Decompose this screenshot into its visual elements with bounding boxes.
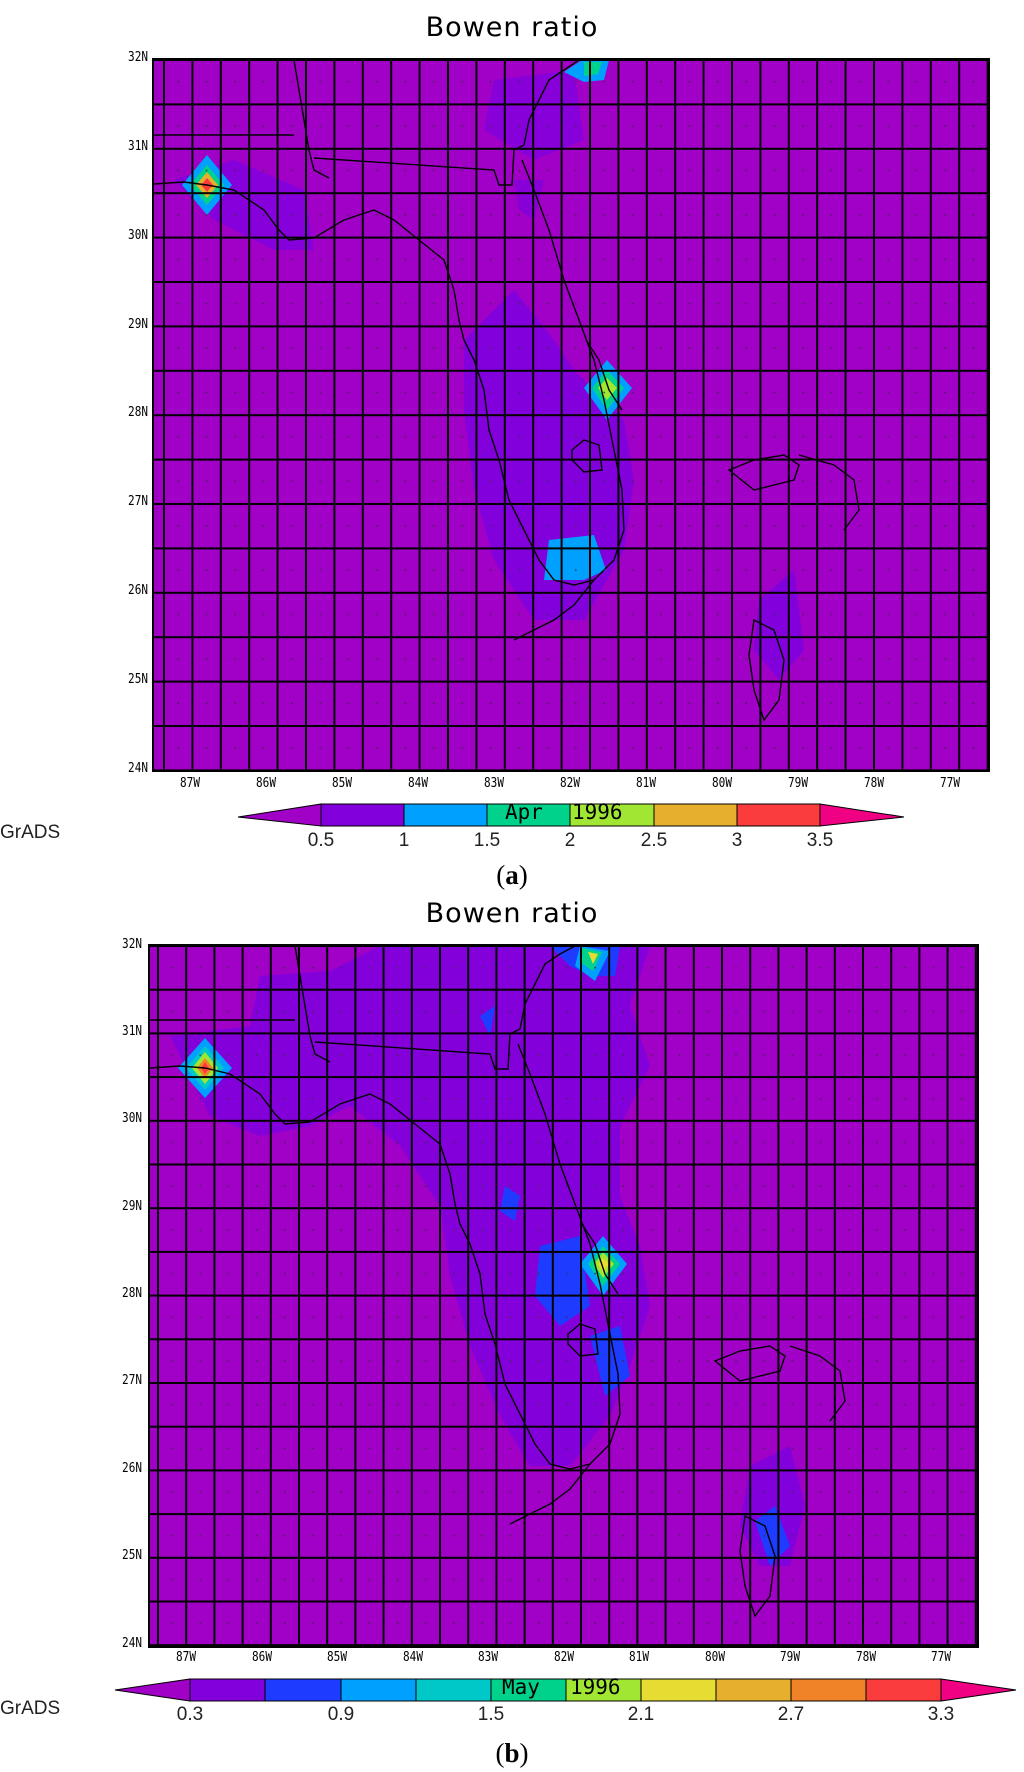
lat-label: 26N	[128, 583, 148, 598]
lat-label: 24N	[128, 761, 148, 776]
lat-label: 27N	[122, 1373, 142, 1388]
colorbar-tick-label: 3.3	[927, 1704, 955, 1725]
lon-label: 83W	[484, 776, 504, 791]
lat-label: 30N	[128, 228, 148, 243]
panel-a-letter: a	[505, 860, 519, 890]
panel-a-period-month: Apr	[505, 800, 543, 824]
lon-label: 86W	[252, 1650, 272, 1665]
colorbar-tick-label: 0.5	[307, 830, 335, 851]
lat-label: 31N	[122, 1024, 142, 1039]
lon-label: 78W	[864, 776, 884, 791]
colorbar-tick-label: 0.9	[327, 1704, 355, 1725]
lon-label: 84W	[408, 776, 428, 791]
lon-label: 78W	[856, 1650, 876, 1665]
panel-b-period-year: 1996	[570, 1675, 621, 1699]
colorbar-tick-label: 2.7	[777, 1704, 805, 1725]
lat-label: 25N	[128, 672, 148, 687]
colorbar-tick-label: 3.5	[806, 830, 834, 851]
lat-label: 32N	[122, 937, 142, 952]
colorbar-tick-label: 3	[731, 830, 743, 851]
lat-label: 26N	[122, 1461, 142, 1476]
colorbar-tick-label: 1.5	[473, 830, 501, 851]
lon-label: 84W	[403, 1650, 423, 1665]
lat-label: 30N	[122, 1111, 142, 1126]
lat-label: 27N	[128, 494, 148, 509]
colorbar-tick-label: 2.5	[640, 830, 668, 851]
lon-label: 81W	[629, 1650, 649, 1665]
lat-label: 29N	[128, 317, 148, 332]
lon-label: 82W	[560, 776, 580, 791]
panel-a-period-year: 1996	[572, 800, 623, 824]
colorbar-tick-label: 2.1	[627, 1704, 655, 1725]
lat-label: 24N	[122, 1636, 142, 1651]
lat-label: 28N	[122, 1286, 142, 1301]
lon-label: 80W	[712, 776, 732, 791]
panel-a: Bowen ratio 32N 31N 30N 29N 28N 27N 26N …	[0, 0, 1024, 890]
panel-b-letter: b	[504, 1738, 520, 1768]
panel-b-title: Bowen ratio	[425, 898, 599, 929]
lat-label: 29N	[122, 1199, 142, 1214]
lat-label: 28N	[128, 405, 148, 420]
panel-b-colorbar	[114, 1678, 1017, 1702]
panel-a-sublabel: (a)	[496, 860, 528, 890]
lon-label: 81W	[636, 776, 656, 791]
panel-a-map	[152, 58, 990, 772]
lon-label: 79W	[780, 1650, 800, 1665]
lon-label: 87W	[176, 1650, 196, 1665]
lat-label: 25N	[122, 1548, 142, 1563]
lon-label: 86W	[256, 776, 276, 791]
panel-b-map	[148, 944, 979, 1648]
panel-b-sublabel: (b)	[495, 1738, 529, 1768]
lat-label: 32N	[128, 50, 148, 65]
lon-label: 83W	[478, 1650, 498, 1665]
colorbar-tick-label: 0.3	[176, 1704, 204, 1725]
panel-a-map-graphic	[154, 60, 988, 770]
lon-label: 85W	[332, 776, 352, 791]
lon-label: 85W	[327, 1650, 347, 1665]
panel-b-map-graphic	[150, 946, 977, 1646]
lat-label: 31N	[128, 139, 148, 154]
colorbar-tick-label: 1	[398, 830, 410, 851]
grads-brand-label: GrADS	[0, 822, 61, 843]
panel-a-colorbar	[237, 803, 905, 827]
grads-brand-label: GrADS	[0, 1698, 61, 1719]
lon-label: 77W	[931, 1650, 951, 1665]
colorbar-tick-label: 2	[564, 830, 576, 851]
lon-label: 80W	[705, 1650, 725, 1665]
colorbar-tick-label: 1.5	[477, 1704, 505, 1725]
lon-label: 87W	[180, 776, 200, 791]
lon-label: 82W	[554, 1650, 574, 1665]
panel-b-period-month: May	[502, 1675, 540, 1699]
lon-label: 79W	[788, 776, 808, 791]
lon-label: 77W	[940, 776, 960, 791]
panel-a-title: Bowen ratio	[425, 12, 599, 43]
